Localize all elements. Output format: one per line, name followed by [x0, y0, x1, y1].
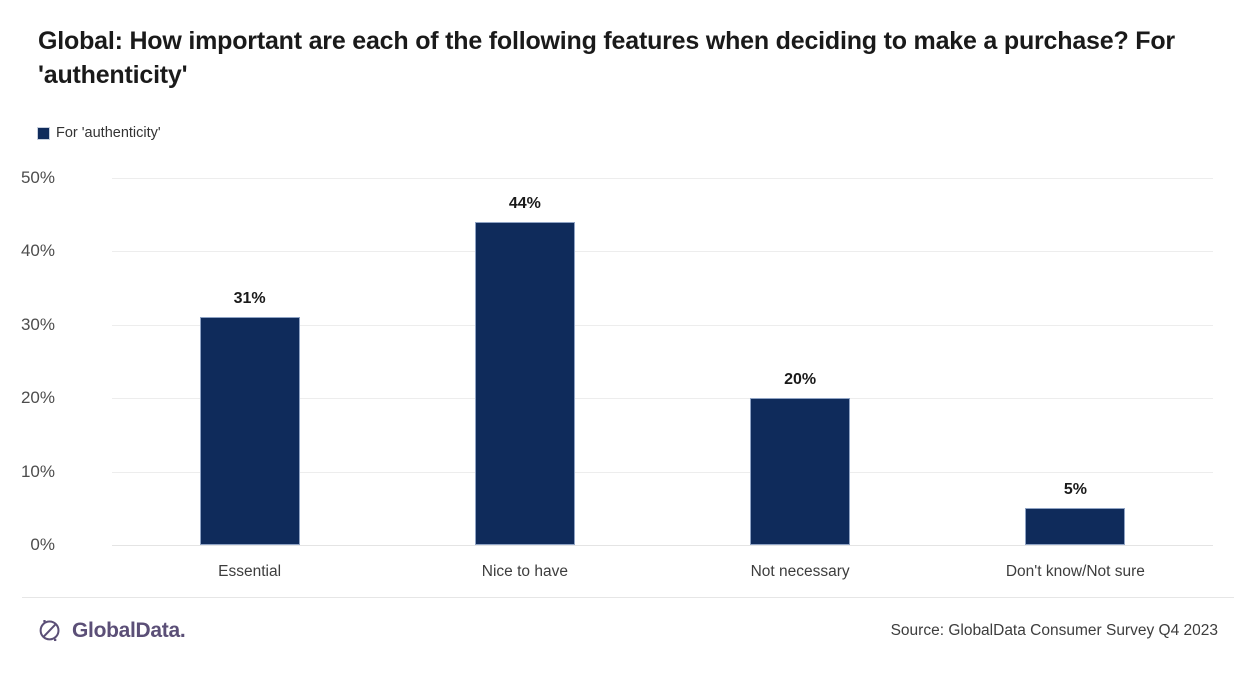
- bar-group: 31% Essential: [112, 178, 387, 580]
- x-axis-category-label: Essential: [218, 563, 282, 580]
- page-title: Global: How important are each of the fo…: [38, 27, 1175, 89]
- bar-value-label: 44%: [508, 195, 541, 213]
- bar-value-label: 5%: [1063, 481, 1087, 499]
- globaldata-logo: GlobalData.: [36, 616, 186, 644]
- bar-value-label: 20%: [784, 371, 817, 389]
- y-axis-tick-label: 10%: [20, 461, 55, 481]
- chart-footer: GlobalData. Source: GlobalData Consumer …: [0, 598, 1256, 688]
- bar[interactable]: [1025, 508, 1126, 545]
- bar-chart: 0% 10% 20% 30% 40% 50% 31% Essential 44% Nice to…: [21, 168, 1213, 580]
- x-axis-category-label: Not necessary: [750, 563, 850, 580]
- y-axis-tick-label: 50%: [20, 168, 55, 187]
- legend-swatch-authenticity: [38, 127, 49, 139]
- bar[interactable]: [750, 398, 851, 545]
- y-axis-tick-label: 20%: [20, 388, 55, 408]
- legend-label-authenticity: For 'authenticity': [56, 125, 161, 141]
- y-axis-tick-label: 0%: [30, 535, 55, 554]
- bar-group: 44% Nice to have: [387, 178, 662, 580]
- gridline: [112, 251, 1213, 253]
- y-axis-tick-label: 40%: [20, 241, 55, 261]
- bar-series: 31% Essential 44% Nice to have 20% Not necess…: [112, 178, 1213, 580]
- footer-divider: [22, 597, 1234, 598]
- y-axis-tick-label: 30%: [20, 314, 55, 334]
- gridline: [112, 178, 1213, 179]
- chart-legend: For 'authenticity': [38, 126, 161, 141]
- plot-area: 0% 10% 20% 30% 40% 50% 31% Essential 44% Nice to…: [21, 168, 1213, 580]
- gridline: [112, 398, 1213, 400]
- bar[interactable]: [474, 222, 575, 545]
- bar-value-label: 31%: [233, 290, 266, 308]
- x-axis-category-label: Don't know/Not sure: [1005, 563, 1145, 580]
- bar[interactable]: [199, 317, 300, 545]
- source-note: Source: GlobalData Consumer Survey Q4 20…: [890, 622, 1218, 639]
- gridline: [112, 545, 1213, 546]
- bar-group: 5% Don't know/Not sure: [938, 178, 1213, 580]
- gridline: [112, 471, 1213, 473]
- gridline: [112, 324, 1213, 326]
- x-axis-category-label: Nice to have: [481, 563, 568, 580]
- bar-group: 20% Not necessary: [663, 178, 938, 580]
- brand-name: GlobalData.: [72, 618, 186, 642]
- globaldata-circle-slash-icon: [39, 620, 60, 642]
